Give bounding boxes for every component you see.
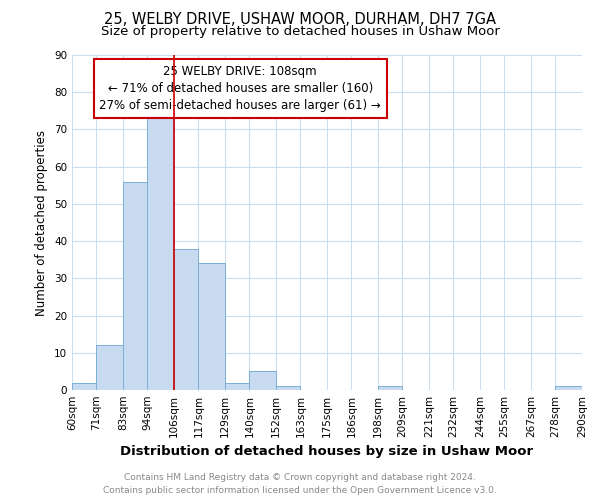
Bar (225, 382, 250, 390)
Bar (72, 382, 97, 390)
X-axis label: Distribution of detached houses by size in Ushaw Moor: Distribution of detached houses by size … (121, 446, 533, 458)
Text: 25, WELBY DRIVE, USHAW MOOR, DURHAM, DH7 7GA: 25, WELBY DRIVE, USHAW MOOR, DURHAM, DH7… (104, 12, 496, 28)
Bar (582, 386, 600, 390)
Text: 25 WELBY DRIVE: 108sqm
← 71% of detached houses are smaller (160)
27% of semi-de: 25 WELBY DRIVE: 108sqm ← 71% of detached… (100, 65, 381, 112)
Bar (123, 182, 148, 390)
Text: Size of property relative to detached houses in Ushaw Moor: Size of property relative to detached ho… (101, 25, 499, 38)
Bar (97, 346, 123, 390)
Y-axis label: Number of detached properties: Number of detached properties (35, 130, 49, 316)
Text: Contains HM Land Registry data © Crown copyright and database right 2024.
Contai: Contains HM Land Registry data © Crown c… (103, 474, 497, 495)
Bar (250, 372, 276, 390)
Bar (276, 386, 301, 390)
Bar (378, 386, 403, 390)
Bar (174, 248, 199, 390)
Bar (556, 386, 582, 390)
Bar (148, 111, 174, 390)
Bar (199, 264, 225, 390)
